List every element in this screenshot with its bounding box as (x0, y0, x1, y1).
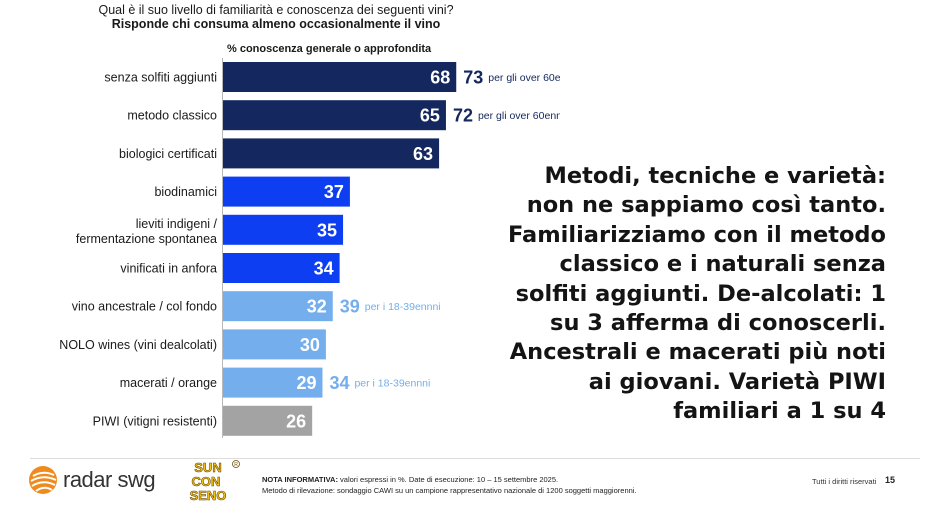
nota-text: valori espressi in %. Date di esecuzione… (337, 475, 559, 484)
category-label: macerati / orange (120, 376, 217, 390)
bar-value-label: 65 (420, 106, 440, 126)
radar-swg-logo: radar swg (27, 464, 156, 496)
category-label: biologici certificati (119, 147, 217, 161)
annotation-value: 72 (453, 106, 473, 126)
sun-con-seno-logo: SUN CON SENO R (189, 460, 240, 503)
metodo-text: Metodo di rilevazione: sondaggio CAWI su… (262, 486, 637, 495)
bar (223, 367, 323, 398)
headline-text: Metodi, tecniche e varietà: non ne sappia… (490, 162, 886, 427)
bar (223, 100, 446, 131)
bar-value-label: 32 (307, 297, 327, 317)
bar-value-label: 68 (430, 68, 450, 88)
bar-chart: senza solfiti aggiunti 68 metodo classico 6… (59, 62, 560, 436)
chart-title: % conoscenza generale o approfondita (227, 43, 432, 55)
headline-line: ai giovani. Varietà PIWI (588, 368, 886, 395)
annotation-note: per i 18-39ennni (354, 378, 430, 390)
annotation-value: 73 (463, 68, 483, 88)
headline-line: Familiarizziamo con il metodo (507, 221, 886, 248)
sun-logo-letter: SUN (194, 460, 221, 475)
axis-line (222, 58, 223, 438)
bar (223, 329, 326, 360)
bar (223, 253, 340, 283)
radar-swg-logo-text: radar swg (63, 467, 156, 492)
bar-value-label: 63 (413, 144, 433, 164)
bar-value-label: 29 (296, 373, 316, 393)
headline-line: Metodi, tecniche e varietà: (544, 163, 886, 189)
annotation-value: 39 (340, 297, 360, 317)
bar-value-label: 35 (317, 220, 337, 240)
category-label: vino ancestrale / col fondo (72, 300, 217, 314)
headline-line: classico e i naturali senza (559, 251, 886, 278)
headline-line: non ne sappiamo così tanto. (526, 192, 886, 219)
radar-logo-icon (29, 466, 57, 494)
svg-text:R: R (234, 462, 238, 468)
bar (223, 176, 350, 207)
category-label: lieviti indigeni / fermentazione spontane… (76, 217, 218, 246)
annotation-note: per i 18-39ennni (365, 301, 441, 313)
annotation-note: per gli over 60enni (488, 72, 560, 84)
footer-note: NOTA INFORMATIVA: valori espressi in %. … (262, 474, 637, 496)
category-label: metodo classico (127, 109, 217, 123)
footer-divider (30, 458, 920, 459)
subtitle-text: Risponde chi consuma almeno occasionalme… (111, 17, 441, 31)
question-text: Qual è il suo livello di familiarità e c… (98, 3, 454, 17)
category-label: vinificati in anfora (120, 262, 217, 276)
bar-value-label: 37 (324, 182, 344, 202)
category-label-line: fermentazione spontanea (76, 232, 217, 246)
annotation-value: 34 (329, 373, 349, 393)
nota-label: NOTA INFORMATIVA: (262, 475, 338, 484)
category-label-line: lieviti indigeni / (136, 217, 218, 231)
bar (223, 405, 313, 436)
category-label: PIWI (vitigni resistenti) (93, 414, 217, 428)
headline-line: familiari a 1 su 4 (673, 398, 886, 425)
headline-line: su 3 afferma di conoscerli. (550, 310, 886, 337)
rights-text: Tutti i diritti riservati (812, 477, 877, 486)
category-label: NOLO wines (vini dealcolati) (59, 338, 217, 352)
bar (223, 214, 344, 245)
bar-value-label: 30 (300, 335, 320, 355)
bar-value-label: 34 (314, 259, 334, 279)
headline-line: solfiti aggiunti. De-alcolati: 1 (515, 280, 886, 307)
category-label: senza solfiti aggiunti (104, 71, 217, 85)
annotation-note: per gli over 60enni (478, 110, 560, 122)
sun-logo-letter: SENO (190, 488, 227, 503)
sun-logo-letter: CON (192, 474, 221, 489)
bar (223, 138, 440, 169)
bar-value-label: 26 (286, 411, 306, 431)
page-number: 15 (885, 475, 896, 485)
category-label: biodinamici (154, 185, 217, 199)
headline-line: Ancestrali e macerati più noti (509, 339, 886, 366)
bar (223, 291, 333, 322)
bar (223, 62, 457, 92)
